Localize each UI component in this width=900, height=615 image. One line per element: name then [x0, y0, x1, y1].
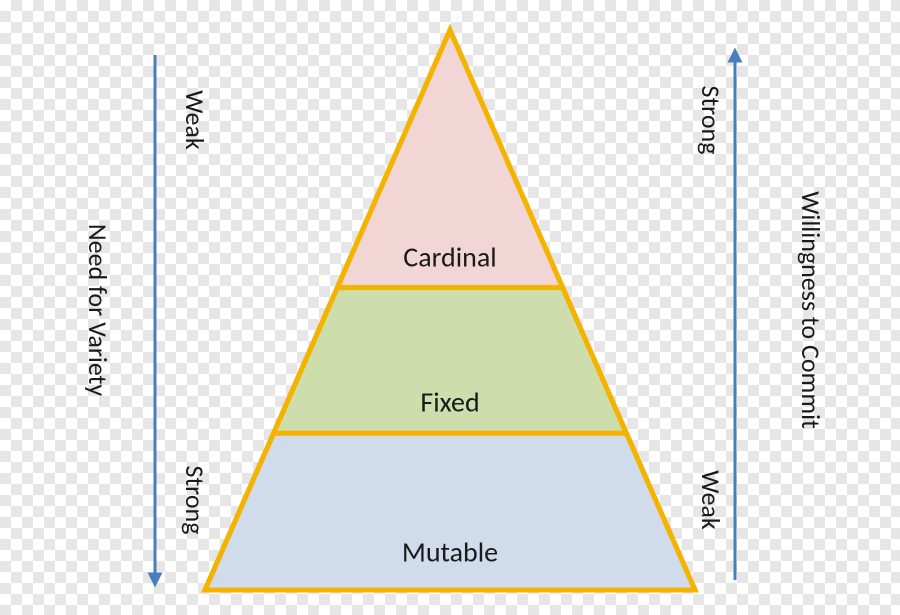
pyramid: Cardinal Fixed Mutable: [205, 30, 695, 590]
left-axis: Need for Variety Weak Strong: [82, 55, 211, 580]
right-axis-top-label: Strong: [695, 86, 727, 155]
segment-label-top: Cardinal: [403, 240, 496, 275]
segment-label-bottom: Mutable: [402, 535, 498, 570]
right-axis: Willingness to Commit Strong Weak: [695, 55, 827, 580]
left-axis-bottom-label: Strong: [179, 466, 211, 535]
pyramid-diagram: Cardinal Fixed Mutable Need for Variety Wea…: [0, 0, 900, 615]
right-axis-bottom-label: Weak: [695, 470, 727, 530]
left-axis-title: Need for Variety: [82, 224, 114, 397]
segment-label-middle: Fixed: [420, 385, 479, 420]
diagram-canvas: Cardinal Fixed Mutable Need for Variety Wea…: [0, 0, 900, 615]
right-axis-title: Willingness to Commit: [795, 191, 827, 429]
left-axis-top-label: Weak: [179, 90, 211, 150]
